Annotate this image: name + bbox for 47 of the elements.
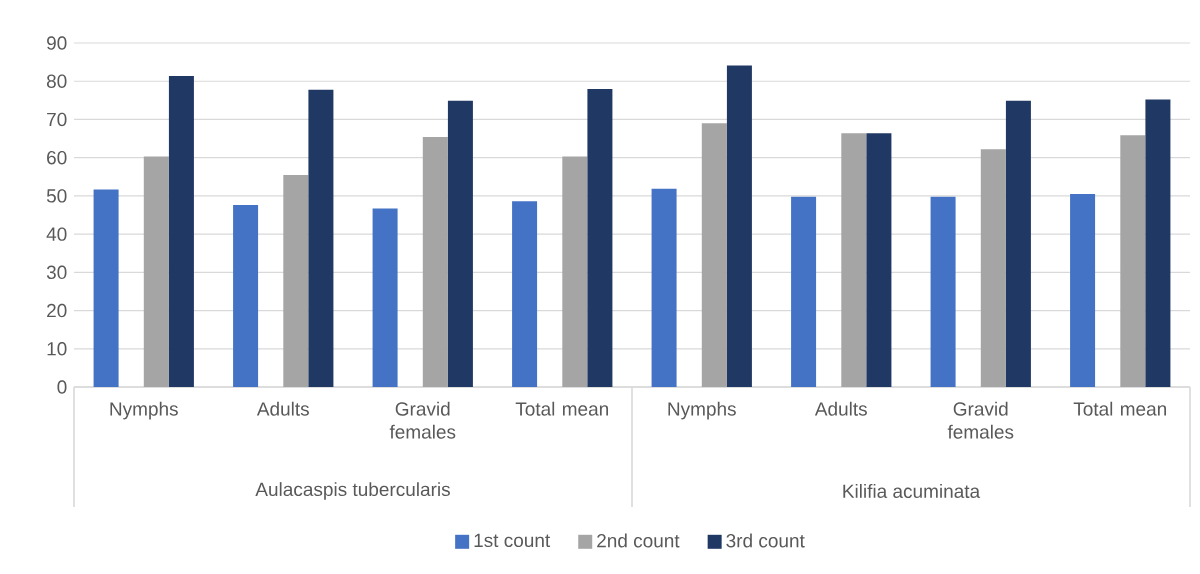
y-tick-label: 30 <box>46 265 67 280</box>
y-tick-label: 10 <box>47 342 67 356</box>
text: Kilifia acuminata <box>843 484 981 498</box>
bar <box>233 205 259 387</box>
bar <box>930 196 956 387</box>
x-tick-label: Gravid females <box>947 401 1014 439</box>
y-tick-label: 60 <box>47 150 67 165</box>
bar <box>1120 135 1146 387</box>
legend-label: 2nd count <box>597 533 680 548</box>
x-tick-label: Nymphs <box>668 401 736 420</box>
bar <box>447 100 473 387</box>
bar <box>308 89 334 387</box>
x-tick-label: Adults <box>814 401 867 416</box>
bar <box>651 188 677 387</box>
bar <box>701 123 727 387</box>
legend-label: 1st count <box>474 533 551 548</box>
text: Aulacaspis tubercularis <box>255 482 450 500</box>
bar <box>283 174 309 387</box>
y-tick-label: 80 <box>46 74 67 88</box>
y-tick-label: 20 <box>47 303 67 318</box>
bar <box>562 156 588 387</box>
bar <box>1145 99 1171 387</box>
bar <box>93 189 119 387</box>
bar <box>422 137 448 387</box>
y-tick-label: 40 <box>46 227 67 241</box>
x-tick-label: Adults <box>256 401 309 416</box>
legend-label: 3rd count <box>726 533 805 548</box>
bar <box>1070 193 1096 387</box>
x-tick-label: Nymphs <box>110 401 178 420</box>
x-tick-label: Total mean <box>515 401 608 416</box>
y-tick-label: 50 <box>46 189 67 203</box>
bar <box>866 133 892 387</box>
bar <box>791 196 817 387</box>
x-tick-label: Gravid females <box>389 401 456 439</box>
bar <box>143 156 169 387</box>
y-tick-label: 70 <box>47 112 67 127</box>
bar <box>168 75 194 387</box>
bar <box>726 65 752 387</box>
bar <box>512 201 538 387</box>
x-tick-label: Total mean <box>1073 401 1166 416</box>
bar <box>1005 100 1031 387</box>
bar <box>372 208 398 387</box>
bar <box>587 88 613 387</box>
y-tick-label: 90 <box>47 36 67 50</box>
bar <box>841 133 867 387</box>
bar <box>980 149 1006 387</box>
y-tick-label: 0 <box>57 380 67 394</box>
